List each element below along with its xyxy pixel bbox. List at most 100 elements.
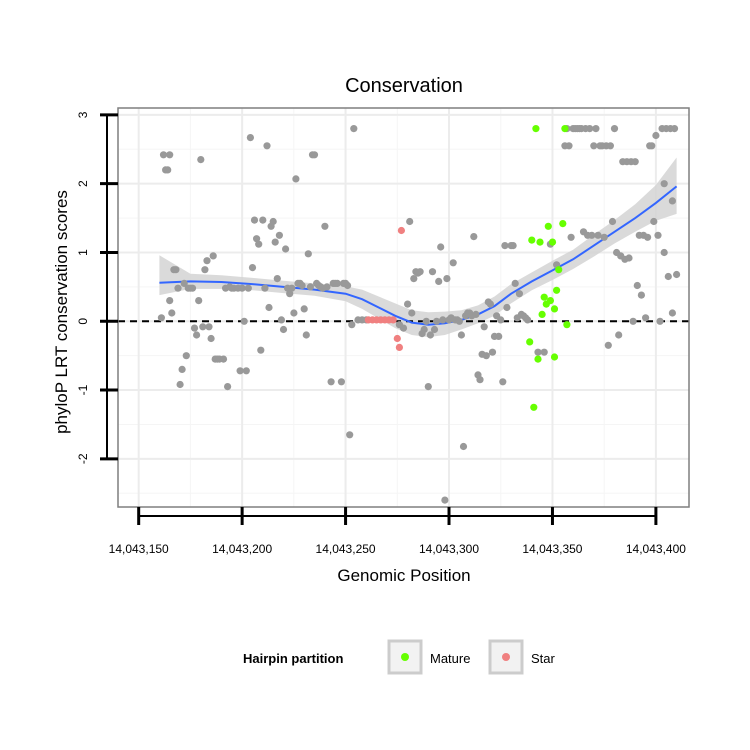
data-point-other (586, 125, 594, 133)
data-point-other (244, 284, 252, 292)
legend-label-mature: Mature (430, 651, 470, 666)
data-point-other (449, 259, 457, 267)
legend: Hairpin partition Mature Star (243, 639, 556, 675)
data-point-mature (550, 353, 559, 361)
data-point-other (321, 222, 329, 230)
y-tick-label: 2 (76, 180, 90, 187)
data-point-other (428, 268, 437, 276)
data-point-other (495, 332, 503, 340)
data-point-other (455, 317, 463, 325)
data-point-other (282, 245, 290, 253)
data-point-other (263, 142, 271, 150)
points-layer (157, 125, 681, 504)
data-point-other (172, 266, 180, 274)
data-point-other (437, 243, 445, 251)
legend-star-dot (502, 653, 510, 661)
x-tick-label: 14,043,200 (212, 542, 272, 556)
data-point-mature (540, 293, 548, 301)
data-point-other (209, 252, 217, 260)
y-axis: -2 -1 0 1 2 3 (76, 111, 118, 464)
data-point-mature (553, 286, 561, 294)
x-tick-label: 14,043,250 (316, 542, 376, 556)
data-point-other (497, 316, 505, 324)
data-point-other (476, 376, 484, 384)
data-point-other (259, 216, 267, 224)
data-point-star (397, 226, 405, 235)
data-point-other (644, 233, 652, 241)
data-point-other (273, 275, 281, 283)
data-point-other (277, 316, 285, 324)
data-point-other (201, 266, 209, 274)
data-point-other (333, 279, 341, 287)
data-point-mature (530, 403, 538, 411)
data-point-other (290, 309, 298, 317)
data-point-other (304, 250, 312, 258)
data-point-other (631, 158, 639, 166)
data-point-other (250, 216, 259, 224)
legend-label-star: Star (531, 651, 556, 666)
data-point-other (610, 125, 619, 133)
data-point-other (604, 341, 612, 349)
data-point-other (633, 281, 641, 290)
chart-title: Conservation (345, 75, 463, 97)
data-point-other (480, 323, 488, 331)
data-point-other (399, 324, 408, 332)
series-other (157, 125, 681, 504)
data-point-other (656, 317, 664, 325)
data-point-mature (528, 236, 536, 244)
data-point-other (430, 325, 439, 334)
data-point-other (271, 238, 279, 246)
data-point-other (350, 125, 358, 133)
data-point-other (180, 279, 188, 287)
data-point-mature (538, 310, 546, 318)
data-point-other (190, 324, 199, 332)
data-point-other (509, 242, 517, 250)
data-point-other (470, 233, 478, 241)
data-point-other (238, 284, 246, 292)
data-point-other (567, 233, 575, 241)
x-tick-label: 14,043,400 (626, 542, 686, 556)
data-point-mature (546, 297, 555, 305)
data-point-other (443, 275, 451, 283)
data-point-other (486, 300, 494, 308)
data-point-other (346, 431, 354, 439)
data-point-other (168, 309, 176, 317)
data-point-other (588, 231, 596, 239)
data-point-star (389, 316, 397, 324)
data-point-other (629, 317, 637, 325)
data-point-other (348, 321, 356, 329)
data-point-other (195, 297, 203, 305)
data-point-mature (536, 238, 544, 246)
data-point-other (298, 281, 306, 290)
data-point-mature (563, 321, 571, 329)
data-point-other (499, 378, 507, 386)
data-point-other (253, 235, 261, 243)
data-point-other (673, 270, 681, 279)
data-point-other (652, 131, 660, 140)
data-point-other (327, 378, 335, 386)
data-point-other (441, 496, 449, 504)
data-point-mature (534, 355, 542, 363)
y-tick-label: 1 (76, 249, 90, 256)
data-point-other (670, 125, 679, 133)
data-point-other (488, 348, 497, 356)
data-point-star (395, 343, 403, 351)
data-point-other (188, 284, 197, 292)
x-axis: 14,043,150 14,043,200 14,043,250 14,043,300… (109, 507, 686, 556)
data-point-other (164, 166, 172, 174)
data-point-other (205, 323, 213, 331)
data-point-other (422, 317, 430, 325)
series-star (364, 226, 405, 351)
data-point-other (654, 231, 662, 239)
data-point-other (590, 142, 598, 150)
data-point-other (540, 348, 548, 356)
data-point-other (207, 334, 215, 343)
data-point-other (408, 309, 416, 317)
data-point-other (457, 331, 465, 339)
data-point-other (261, 284, 269, 292)
data-point-other (606, 142, 615, 150)
data-point-other (236, 367, 244, 375)
data-point-other (240, 317, 248, 325)
y-axis-title: phyloP LRT conservation scores (52, 190, 71, 434)
